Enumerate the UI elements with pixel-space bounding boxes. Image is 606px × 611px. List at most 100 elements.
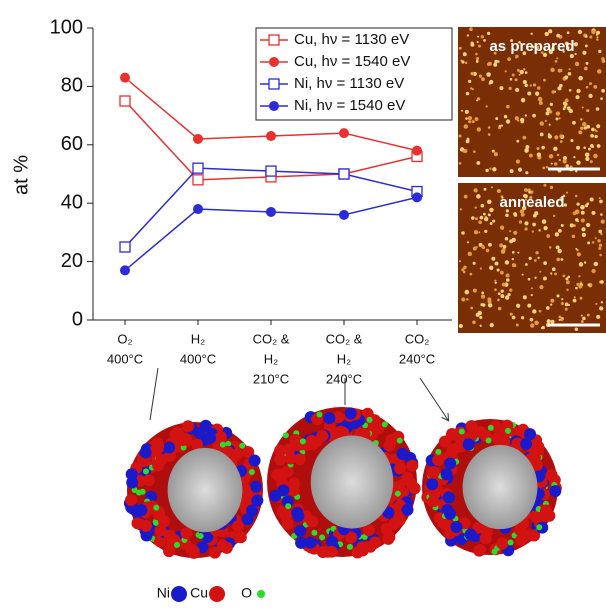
stm-dot <box>501 249 505 253</box>
stm-dot <box>599 197 601 199</box>
stm-dot <box>517 252 519 254</box>
atom <box>198 533 204 539</box>
stm-dot <box>543 261 547 265</box>
x-tick-label: 240°C <box>326 371 362 386</box>
stm-dot <box>523 295 527 299</box>
point <box>269 35 279 45</box>
atom <box>181 527 193 539</box>
stm-dot <box>476 60 479 63</box>
stm-dot <box>539 271 541 273</box>
stm-dot <box>515 57 517 59</box>
stm-dot <box>596 36 598 38</box>
stm-dot <box>529 154 533 158</box>
atom <box>443 491 455 503</box>
stm-dot <box>492 150 495 153</box>
stm-dot <box>575 53 577 55</box>
stm-dot <box>534 277 536 279</box>
atom <box>292 510 304 522</box>
stm-dot <box>463 52 467 56</box>
stm-dot <box>531 287 533 289</box>
stm-dot <box>555 60 558 63</box>
point <box>269 101 279 111</box>
atom <box>242 513 254 525</box>
stm-dot <box>586 125 590 129</box>
point <box>120 73 130 83</box>
stm-dot <box>467 241 469 243</box>
stm-dot <box>509 230 511 232</box>
stm-dot <box>525 171 528 174</box>
stm-dot <box>489 208 493 212</box>
stm-dot <box>486 105 488 107</box>
atom <box>428 495 440 507</box>
stm-dot <box>481 291 484 294</box>
stm-dot <box>582 317 586 321</box>
x-tick-label: H₂ <box>191 331 205 346</box>
atom <box>508 539 514 545</box>
stm-dot <box>596 315 600 319</box>
stm-dot <box>492 220 495 223</box>
stm-dot <box>485 169 488 172</box>
atom <box>311 530 317 536</box>
arrows <box>150 368 448 420</box>
stm-dot <box>575 327 579 331</box>
stm-dot <box>467 138 470 141</box>
stm-dot <box>500 226 504 230</box>
atom <box>463 438 475 450</box>
stm-dot <box>469 273 472 276</box>
legend-label: Cu, hν = 1130 eV <box>294 31 409 48</box>
stm-dot <box>466 92 469 95</box>
point <box>339 169 349 179</box>
stm-dot <box>509 289 512 292</box>
stm-dot <box>515 88 519 92</box>
stm-dot <box>547 319 551 323</box>
stm-dot <box>487 200 492 205</box>
atom <box>239 443 245 449</box>
legend-label: Cu, hν = 1540 eV <box>294 53 410 70</box>
atom <box>345 407 357 419</box>
stm-dot <box>554 273 557 276</box>
point <box>193 204 203 214</box>
stm-dot <box>512 251 515 254</box>
stm-dot <box>551 163 553 165</box>
point <box>266 207 276 217</box>
stm-dot <box>479 316 482 319</box>
stm-dot <box>459 324 463 328</box>
stm-dot <box>597 239 600 242</box>
point <box>339 128 349 138</box>
stm-dot <box>601 89 605 93</box>
y-tick-label: 0 <box>72 308 83 330</box>
stm-dot <box>470 72 474 76</box>
y-tick-label: 100 <box>50 16 83 38</box>
atom <box>294 525 306 537</box>
atom <box>426 467 438 479</box>
stm-dot <box>460 208 462 210</box>
stm-dot <box>600 97 603 100</box>
atom <box>136 490 142 496</box>
stm-dot <box>477 97 480 100</box>
stm-dot <box>568 72 572 76</box>
stm-dot <box>572 121 576 125</box>
stm-dot <box>516 324 519 327</box>
stm-dot <box>554 162 557 165</box>
stm-dot <box>505 213 509 217</box>
atom <box>505 428 511 434</box>
stm-dot <box>581 218 585 222</box>
stm-dot <box>512 258 514 260</box>
stm-dot <box>585 157 589 161</box>
stm-dot <box>564 75 568 79</box>
stm-dot <box>569 89 572 92</box>
stm-dot <box>599 200 603 204</box>
stm-dot <box>542 219 547 224</box>
stm-dot <box>465 290 470 295</box>
atom <box>125 494 137 506</box>
stm-dot <box>566 280 570 284</box>
stm-dot <box>596 33 598 35</box>
stm-dot <box>514 264 517 267</box>
stm-dot <box>532 223 536 227</box>
atom <box>158 515 170 527</box>
stm-dot <box>553 147 557 151</box>
stm-dot <box>465 62 468 65</box>
stm-dot <box>461 231 465 235</box>
stm-dot <box>464 195 468 199</box>
image-label: as prepared <box>489 38 574 55</box>
